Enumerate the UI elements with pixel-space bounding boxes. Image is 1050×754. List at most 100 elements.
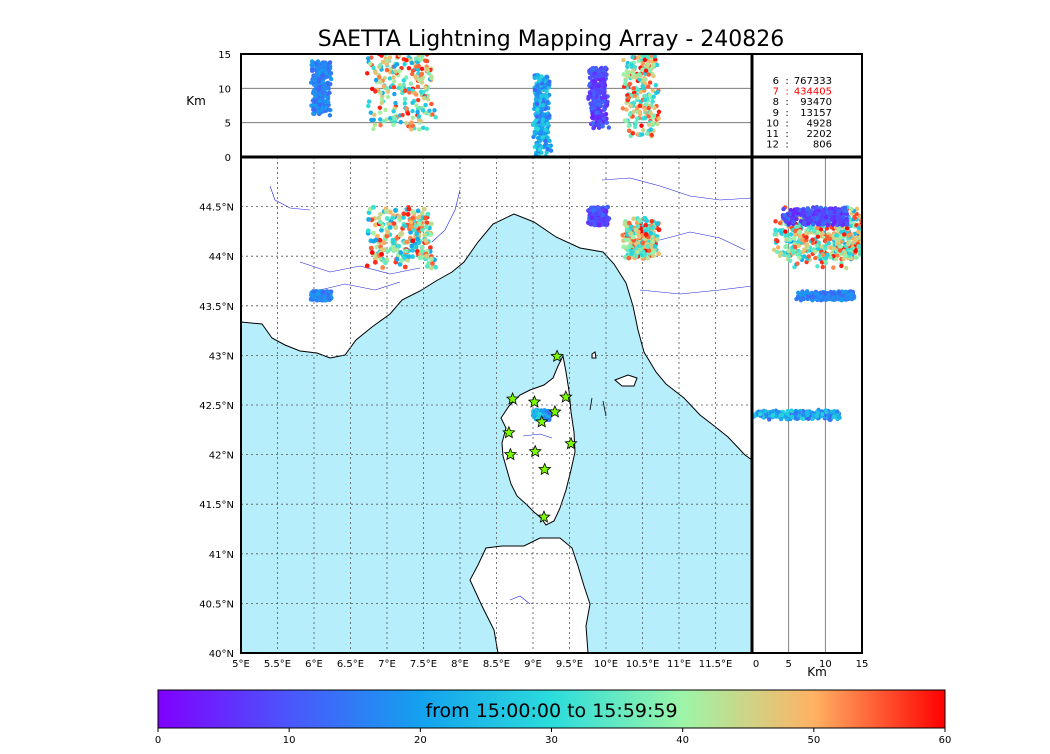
altitude-lon-source-point (427, 108, 432, 113)
altitude-lon-source-point (320, 90, 325, 95)
map-source-point (419, 244, 425, 250)
altitude-lat-source-point (826, 293, 831, 298)
altitude-lon-source-point (317, 102, 322, 107)
altitude-lat-source-point (805, 206, 810, 212)
altitude-lon-source-point (596, 83, 602, 89)
source-count-panel: 6:7673337:4344058:934709:1315710:492811:… (752, 54, 862, 157)
map-source-point (419, 227, 425, 233)
altitude-lon-source-point (628, 103, 633, 109)
source-count-label: 12 (766, 140, 779, 151)
map-y-tick-label: 41.5°N (199, 500, 234, 511)
capraia-island (591, 351, 597, 359)
altitude-lon-source-point (391, 84, 397, 90)
altitude-lon-source-point (633, 74, 638, 79)
map-source-point (409, 224, 414, 230)
altitude-lon-source-point (637, 109, 642, 115)
altitude-lat-source-point (824, 409, 829, 414)
altitude-lon-source-point (632, 93, 638, 98)
altitude-lon-source-point (379, 97, 385, 102)
map-lightning-sources (308, 204, 662, 423)
altitude-lon-source-point (378, 62, 383, 68)
altitude-lat-source-point (785, 411, 790, 416)
altitude-lat-source-point (844, 226, 850, 231)
map-source-point (414, 231, 420, 237)
altitude-lon-source-point (370, 86, 375, 92)
map-source-point (620, 232, 626, 238)
altitude-lat-source-point (826, 241, 831, 246)
altitude-lon-source-point (327, 60, 333, 65)
coast-south-east (589, 397, 607, 417)
map-y-tick-label: 44.5°N (199, 203, 234, 214)
altitude-lat-source-point (787, 211, 793, 217)
altitude-lat-source-point (778, 412, 784, 418)
altitude-lon-source-point (322, 83, 327, 88)
map-source-point (646, 248, 652, 254)
station-star-icon (538, 462, 552, 476)
map-source-point (408, 219, 414, 225)
map-source-point (426, 260, 432, 266)
map-source-point (587, 211, 593, 217)
altitude-lon-source-point (599, 95, 605, 100)
map-y-tick-label: 42°N (209, 451, 234, 462)
map-source-point (403, 248, 409, 254)
station-star-icon (559, 390, 573, 403)
source-count-label: 6 (773, 76, 779, 87)
altitude-lat-panel: 0 5 10 15 Km (752, 157, 868, 679)
altitude-lon-source-point (647, 80, 653, 85)
altitude-lat-source-point (838, 244, 843, 250)
altitude-lat-source-point (825, 222, 830, 228)
altitude-lon-source-point (645, 55, 651, 60)
map-source-point (385, 248, 391, 254)
source-count-label: 7 (773, 87, 779, 98)
altitude-lat-source-point (823, 215, 829, 220)
altitude-lon-source-point (372, 122, 378, 128)
map-source-point (326, 295, 331, 301)
altitude-lon-source-point (316, 79, 321, 84)
map-source-point (656, 227, 662, 233)
altitude-lon-source-point (313, 94, 319, 99)
altitude-lon-source-point (402, 101, 408, 106)
map-source-point (371, 238, 377, 244)
altitude-lon-source-point (373, 68, 378, 74)
altitude-lat-source-point (839, 297, 844, 303)
altitude-lat-source-point (853, 238, 858, 243)
altitude-lon-source-point (543, 82, 548, 88)
altitude-lon-source-point (642, 93, 647, 99)
altitude-lon-source-point (402, 62, 407, 67)
station-star-icon (564, 436, 578, 450)
altitude-lon-source-point (383, 107, 388, 113)
chart-title: SAETTA Lightning Mapping Array - 240826 (318, 27, 785, 52)
altitude-lon-source-point (542, 93, 548, 98)
altitude-lon-source-point (650, 88, 656, 93)
altitude-lon-source-point (642, 107, 647, 112)
map-source-point (371, 204, 376, 210)
altitude-lon-source-point (646, 105, 651, 111)
altitude-lat-source-point (809, 294, 814, 300)
map-source-point (394, 236, 400, 241)
map-source-point (633, 253, 639, 259)
source-count-background (752, 54, 862, 157)
altitude-lon-source-point (314, 65, 320, 70)
altitude-lon-source-point (644, 64, 650, 69)
colorbar-gradient (157, 689, 946, 729)
map-y-tick-label: 41°N (209, 550, 234, 561)
altitude-lon-source-point (536, 73, 541, 78)
map-source-point (405, 211, 411, 217)
altitude-lat-source-point (831, 265, 836, 270)
map-x-tick-label: 5.5°E (264, 659, 291, 670)
altitude-lon-source-point (596, 73, 601, 79)
altitude-lon-source-point (429, 101, 434, 107)
map-x-tick-label: 8.5°E (483, 659, 510, 670)
altitude-lon-source-point (416, 118, 422, 123)
altitude-lat-source-point (837, 248, 843, 253)
altitude-lat-source-point (815, 234, 821, 239)
altitude-lon-source-point (593, 75, 598, 80)
altitude-lon-source-point (601, 116, 606, 121)
altitude-lon-source-point (627, 81, 632, 87)
altitude-lat-source-point (790, 250, 796, 256)
altitude-lon-source-point (377, 105, 383, 110)
altitude-lon-source-point (393, 69, 398, 74)
altitude-lon-source-point (423, 58, 428, 63)
altitude-lon-source-point (416, 63, 421, 69)
